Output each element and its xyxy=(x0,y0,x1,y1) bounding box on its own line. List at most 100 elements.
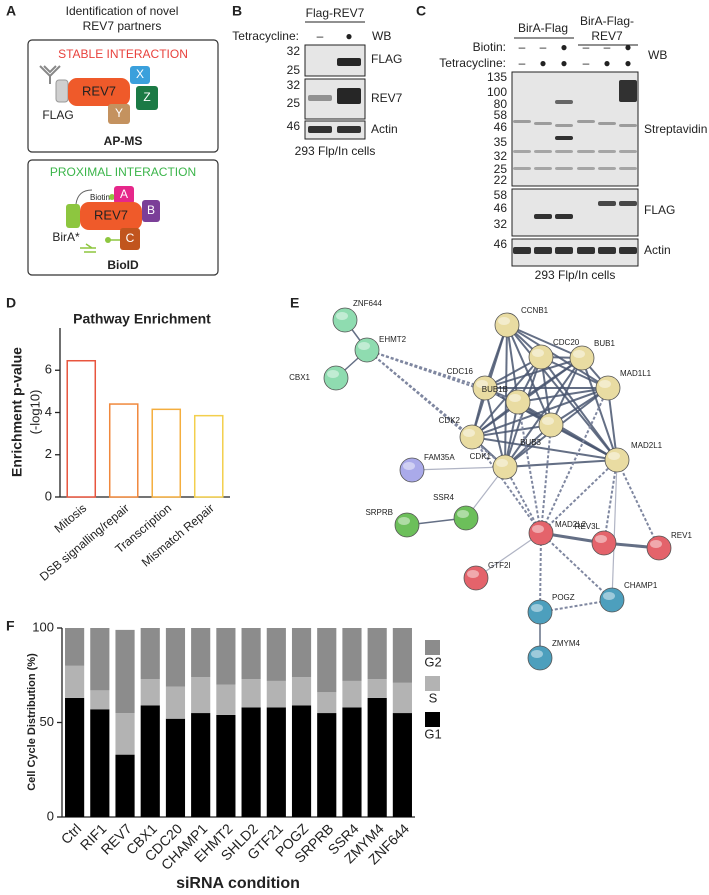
band xyxy=(555,214,573,219)
band xyxy=(337,88,361,104)
band xyxy=(534,247,552,254)
prey xyxy=(114,186,134,204)
row-label: Tetracycline: xyxy=(439,56,506,70)
band xyxy=(598,247,616,254)
bar-segment xyxy=(342,680,362,708)
node-label: FAM35A xyxy=(424,453,455,462)
band xyxy=(577,120,595,123)
bar-segment xyxy=(367,679,387,698)
panel-label: F xyxy=(6,618,15,634)
bait xyxy=(68,78,130,106)
band xyxy=(337,126,361,133)
edge xyxy=(517,387,609,403)
legend-label: G2 xyxy=(424,654,441,669)
marker-label: 32 xyxy=(494,149,508,163)
band xyxy=(598,201,616,206)
edge xyxy=(504,357,583,468)
construct-label: Flag-REV7 xyxy=(306,6,365,20)
node-highlight xyxy=(327,370,339,378)
blot-label: Actin xyxy=(371,122,398,136)
bar-segment xyxy=(165,628,186,687)
bar-segment xyxy=(191,628,211,678)
bar-segment xyxy=(342,628,362,681)
bar-segment xyxy=(367,628,387,680)
node xyxy=(453,505,479,531)
bar-segment xyxy=(392,628,412,683)
edge xyxy=(506,324,583,359)
node-highlight xyxy=(457,510,469,518)
lane-symbol: – xyxy=(519,40,526,54)
node-label: CDC16 xyxy=(447,367,474,376)
node-label: ZNF644 xyxy=(353,299,382,308)
node-label: GTF2I xyxy=(488,561,511,570)
lane-symbol: – xyxy=(583,56,590,70)
legend-swatch xyxy=(425,640,440,655)
marker-label: 80 xyxy=(494,97,508,111)
node-label: CHAMP1 xyxy=(624,581,658,590)
lane-symbol: – xyxy=(604,40,611,54)
band xyxy=(534,167,552,170)
prey-label: A xyxy=(120,187,128,201)
x-axis-label: siRNA condition xyxy=(176,875,300,892)
node-highlight xyxy=(595,535,607,543)
prey xyxy=(142,200,160,222)
bar-segment xyxy=(241,628,261,680)
node xyxy=(463,565,489,591)
node xyxy=(538,412,564,438)
marker-label: 25 xyxy=(287,63,301,77)
row-label: Biotin: xyxy=(473,40,506,54)
band xyxy=(308,126,332,133)
marker-label: 22 xyxy=(494,173,508,187)
bait-label: REV7 xyxy=(94,207,128,222)
band xyxy=(555,150,573,153)
bar-segment xyxy=(65,697,85,817)
method-label: WB xyxy=(648,48,667,62)
node xyxy=(604,447,630,473)
blot xyxy=(511,188,639,237)
node-highlight xyxy=(398,517,410,525)
group-label: REV7 xyxy=(591,29,623,43)
row-label: Tetracycline: xyxy=(232,29,299,43)
node xyxy=(505,389,531,415)
edge xyxy=(471,436,618,461)
band xyxy=(308,95,332,101)
y-axis-label: Cell Cycle Distribution (%) xyxy=(26,653,38,791)
node-highlight xyxy=(603,592,615,600)
band xyxy=(619,201,637,206)
marker-label: 100 xyxy=(487,85,507,99)
node-label: CCNB1 xyxy=(521,306,549,315)
bar-segment xyxy=(241,707,261,817)
method-label: AP-MS xyxy=(104,134,143,148)
y-tick-label: 0 xyxy=(47,808,54,823)
node xyxy=(527,599,553,625)
cells-label: 293 Flp/In cells xyxy=(535,268,616,282)
edge xyxy=(603,459,618,544)
edge xyxy=(366,349,519,403)
node xyxy=(591,530,617,556)
node-highlight xyxy=(532,525,544,533)
marker-label: 58 xyxy=(494,108,508,122)
bar-segment xyxy=(342,707,362,817)
edge xyxy=(484,357,583,389)
group-label: BirA-Flag- xyxy=(580,14,634,28)
legend-label: S xyxy=(429,690,438,705)
panel-label: B xyxy=(232,3,242,19)
bar-segment xyxy=(90,628,110,691)
marker-label: 32 xyxy=(287,44,301,58)
lane-symbol: – xyxy=(317,29,324,43)
bar xyxy=(108,403,139,498)
node-highlight xyxy=(476,380,488,388)
node-highlight xyxy=(531,604,543,612)
blot-label: REV7 xyxy=(371,91,403,105)
bait-label: REV7 xyxy=(82,83,116,98)
biotin xyxy=(105,237,111,243)
x-tick-label: Mitosis xyxy=(52,501,90,536)
node xyxy=(494,312,520,338)
bar xyxy=(151,408,182,498)
marker-label: 25 xyxy=(287,96,301,110)
node-label: SRPRB xyxy=(365,508,393,517)
node-label: CDK2 xyxy=(439,416,461,425)
edge xyxy=(484,387,506,468)
heading: PROXIMAL INTERACTION xyxy=(50,165,196,179)
node-highlight xyxy=(358,342,370,350)
